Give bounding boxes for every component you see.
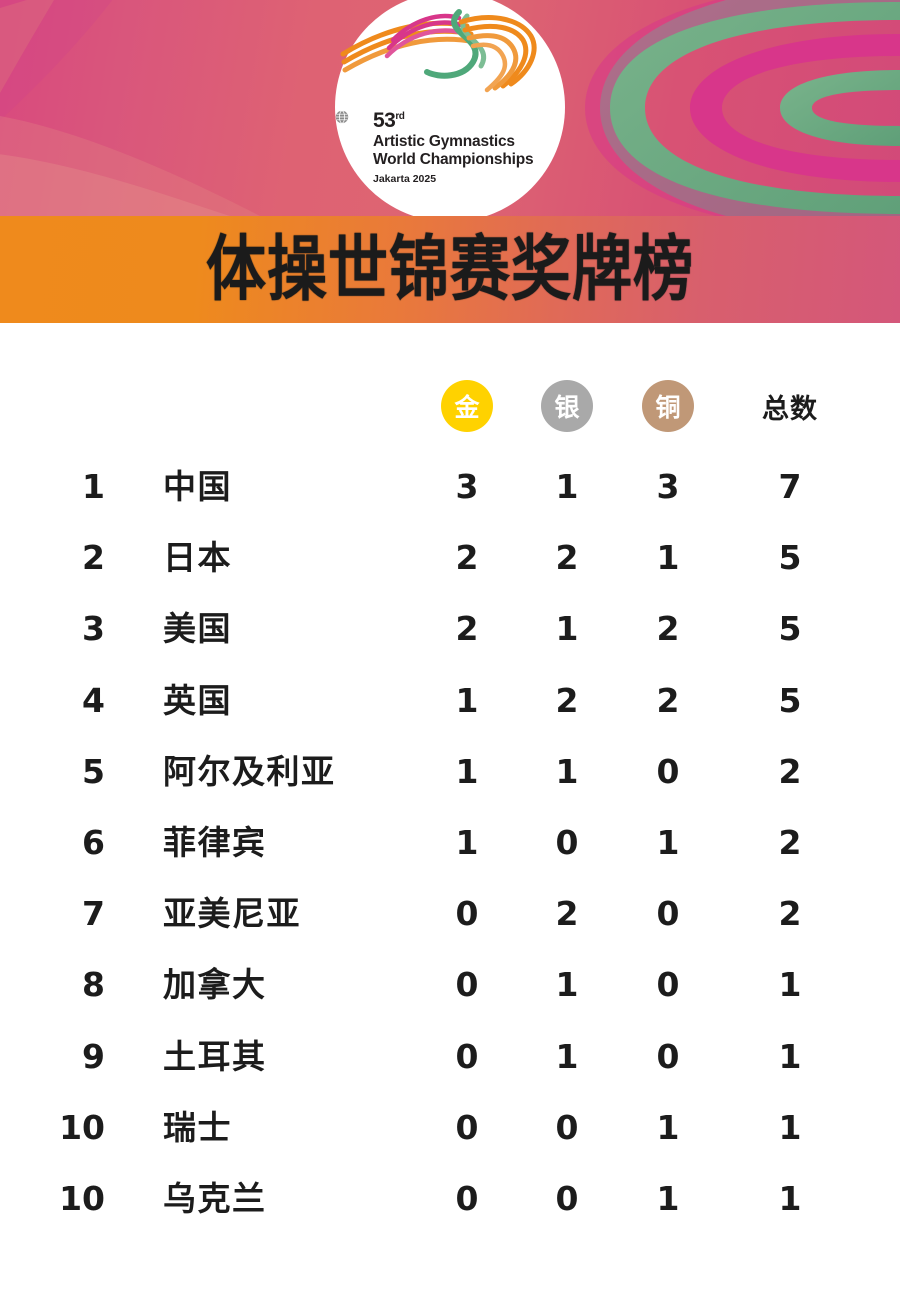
bronze-label: 铜 [655, 393, 681, 422]
row-silver-count: 1 [555, 1036, 579, 1076]
row-rank: 10 [59, 1107, 105, 1147]
logo-line-3: Jakarta 2025 [335, 110, 565, 186]
row-silver-count: 2 [555, 538, 579, 578]
row-bronze-count: 2 [656, 609, 680, 649]
row-gold-count: 0 [455, 1107, 479, 1147]
row-rank: 9 [82, 1036, 105, 1076]
gold-label: 金 [454, 393, 480, 422]
row-rank: 3 [82, 609, 105, 649]
row-total-count: 5 [778, 538, 802, 578]
row-rank: 10 [59, 1179, 105, 1218]
logo-line-2: World Championships [373, 151, 534, 169]
table-row: 1 中国 3 1 3 7 [0, 457, 900, 517]
row-bronze-count: 0 [656, 965, 680, 1005]
row-total-count: 1 [778, 1036, 802, 1076]
row-silver-count: 1 [555, 751, 579, 791]
row-bronze-count: 0 [656, 751, 680, 791]
row-bronze-count: 0 [656, 1036, 680, 1076]
medal-table: 金 银 铜 总数 1 中国 3 1 3 7 2 日本 2 2 1 5 3 美国 2 1 2 5 4 英国 1 2 2 5 5 阿尔… [0, 323, 900, 1308]
table-row: 5 阿尔及利亚 1 1 0 2 [0, 742, 900, 802]
row-total-count: 1 [778, 1179, 802, 1218]
row-country: 菲律宾 [163, 823, 267, 862]
header-artwork: 53rd Artistic Gymnastics World Champions… [0, 0, 900, 216]
row-total-count: 5 [778, 609, 802, 649]
silver-label: 银 [554, 393, 580, 422]
row-silver-count: 0 [555, 1107, 579, 1147]
row-country: 美国 [163, 609, 232, 649]
row-rank: 1 [82, 467, 105, 506]
title-banner: 体操世锦赛奖牌榜 [0, 216, 900, 323]
row-gold-count: 0 [455, 1036, 479, 1076]
row-country: 加拿大 [163, 965, 267, 1005]
page-title: 体操世锦赛奖牌榜 [206, 228, 694, 311]
ribbon-swoosh-icon [340, 9, 537, 93]
row-gold-count: 0 [455, 965, 479, 1005]
table-row: 8 加拿大 0 1 0 1 [0, 955, 900, 1015]
row-bronze-count: 1 [656, 538, 680, 578]
globe-icon [335, 110, 349, 124]
row-total-count: 2 [778, 751, 802, 791]
row-rank: 8 [82, 965, 105, 1005]
row-bronze-count: 3 [656, 467, 680, 506]
row-country: 土耳其 [163, 1036, 267, 1076]
row-country: 瑞士 [163, 1107, 232, 1147]
table-row: 6 菲律宾 1 0 1 2 [0, 813, 900, 873]
championship-logo: 53rd Artistic Gymnastics World Champions… [335, 0, 565, 216]
table-row: 4 英国 1 2 2 5 [0, 671, 900, 731]
row-silver-count: 1 [555, 467, 579, 506]
row-gold-count: 1 [455, 751, 479, 791]
row-gold-count: 2 [455, 538, 479, 578]
row-bronze-count: 1 [656, 823, 680, 862]
row-silver-count: 1 [555, 965, 579, 1005]
logo-text-block: 53rd Artistic Gymnastics World Champions… [335, 110, 565, 185]
row-bronze-count: 1 [656, 1179, 680, 1218]
row-gold-count: 0 [455, 1179, 479, 1218]
gold-medal-badge: 金 [441, 380, 493, 432]
row-total-count: 2 [778, 823, 802, 862]
row-country: 日本 [163, 538, 232, 578]
row-silver-count: 2 [555, 680, 579, 720]
row-rank: 7 [82, 894, 105, 934]
row-silver-count: 2 [555, 894, 579, 934]
bronze-medal-badge: 铜 [642, 380, 694, 432]
row-total-count: 5 [778, 680, 802, 720]
table-row: 10 乌克兰 0 0 1 1 [0, 1169, 900, 1229]
row-country: 亚美尼亚 [163, 894, 301, 934]
logo-edition: 53rd [373, 109, 405, 132]
table-header-row: 金 银 铜 总数 [0, 380, 900, 440]
row-bronze-count: 1 [656, 1107, 680, 1147]
row-total-count: 1 [778, 965, 802, 1005]
row-bronze-count: 2 [656, 680, 680, 720]
table-row: 9 土耳其 0 1 0 1 [0, 1027, 900, 1087]
row-gold-count: 3 [455, 467, 479, 506]
silver-medal-badge: 银 [541, 380, 593, 432]
row-gold-count: 2 [455, 609, 479, 649]
row-gold-count: 0 [455, 894, 479, 934]
row-silver-count: 1 [555, 609, 579, 649]
row-total-count: 1 [778, 1107, 802, 1147]
row-rank: 5 [82, 751, 105, 791]
header-background-shapes [0, 0, 900, 216]
row-country: 中国 [163, 467, 232, 506]
row-rank: 6 [82, 823, 105, 862]
row-total-count: 7 [778, 467, 802, 506]
row-rank: 4 [82, 680, 105, 720]
row-country: 阿尔及利亚 [163, 751, 336, 791]
logo-host-city: Jakarta 2025 [373, 172, 437, 185]
row-gold-count: 1 [455, 680, 479, 720]
row-country: 英国 [163, 680, 232, 720]
table-row: 3 美国 2 1 2 5 [0, 599, 900, 659]
row-rank: 2 [82, 538, 105, 578]
row-bronze-count: 0 [656, 894, 680, 934]
row-country: 乌克兰 [163, 1179, 267, 1218]
row-gold-count: 1 [455, 823, 479, 862]
logo-line-1: Artistic Gymnastics [373, 133, 515, 150]
table-row: 10 瑞士 0 0 1 1 [0, 1098, 900, 1158]
table-row: 2 日本 2 2 1 5 [0, 528, 900, 588]
total-column-header: 总数 [762, 393, 818, 425]
table-row: 7 亚美尼亚 0 2 0 2 [0, 884, 900, 944]
row-total-count: 2 [778, 894, 802, 934]
row-silver-count: 0 [555, 823, 579, 862]
row-silver-count: 0 [555, 1179, 579, 1218]
